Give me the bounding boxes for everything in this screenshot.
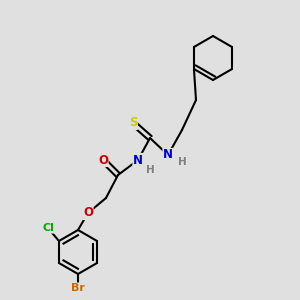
- Text: N: N: [133, 154, 143, 166]
- Text: H: H: [146, 165, 154, 175]
- Text: S: S: [129, 116, 137, 130]
- Text: Br: Br: [71, 283, 85, 293]
- Text: Cl: Cl: [42, 223, 54, 233]
- Text: H: H: [178, 157, 186, 167]
- Text: O: O: [98, 154, 108, 166]
- Text: O: O: [83, 206, 93, 220]
- Text: N: N: [163, 148, 173, 161]
